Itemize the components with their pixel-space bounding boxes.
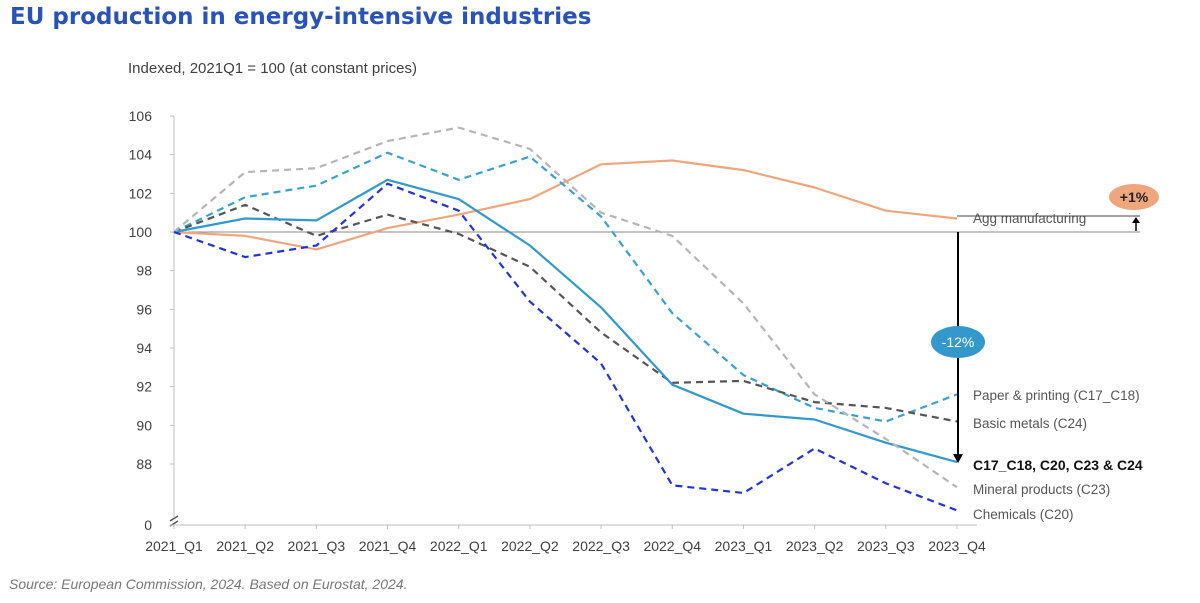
y-tick-label: 104 xyxy=(129,147,153,163)
y-tick-label: 106 xyxy=(129,108,153,124)
x-tick-label: 2021_Q2 xyxy=(216,538,274,554)
chart-subtitle: Indexed, 2021Q1 = 100 (at constant price… xyxy=(128,60,417,77)
series-label-3: C17_C18, C20, C23 & C24 xyxy=(973,457,1143,473)
y-tick-label: 100 xyxy=(129,224,153,240)
y-tick-label: 90 xyxy=(136,417,152,433)
y-tick-label: 0 xyxy=(144,517,152,533)
y-tick-label: 102 xyxy=(129,185,153,201)
badge-plus-1-label: +1% xyxy=(1120,189,1149,205)
series-line-1 xyxy=(173,151,958,423)
x-tick-label: 2022_Q4 xyxy=(643,538,701,554)
x-tick-label: 2023_Q2 xyxy=(786,538,844,554)
x-tick-label: 2022_Q1 xyxy=(430,538,488,554)
y-tick-label: 92 xyxy=(136,379,152,395)
x-tick-label: 2021_Q1 xyxy=(145,538,203,554)
x-tick-label: 2023_Q4 xyxy=(928,538,986,554)
x-tick-label: 2023_Q3 xyxy=(857,538,915,554)
series-label-5: Chemicals (C20) xyxy=(973,507,1074,522)
y-tick-label: 94 xyxy=(136,340,152,356)
drop-arrowhead xyxy=(953,454,963,464)
x-tick-label: 2023_Q1 xyxy=(715,538,773,554)
axis-break-mark xyxy=(169,515,179,522)
y-tick-label: 88 xyxy=(136,456,152,472)
x-tick-label: 2021_Q4 xyxy=(359,538,417,554)
series-line-5 xyxy=(173,182,958,512)
badge-minus-12-label: -12% xyxy=(942,334,975,350)
x-tick-label: 2021_Q3 xyxy=(288,538,346,554)
chart-title: EU production in energy-intensive indust… xyxy=(10,4,592,30)
series-label-1: Paper & printing (C17_C18) xyxy=(973,388,1140,403)
y-tick-label: 96 xyxy=(136,301,152,317)
y-tick-label: 98 xyxy=(136,263,152,279)
series-label-2: Basic metals (C24) xyxy=(973,416,1087,431)
x-tick-label: 2022_Q2 xyxy=(501,538,559,554)
series-line-4 xyxy=(173,126,958,489)
badge-plus-1 xyxy=(1109,184,1159,210)
x-tick-label: 2022_Q3 xyxy=(572,538,630,554)
rise-arrowhead xyxy=(1132,217,1140,223)
series-line-2 xyxy=(173,203,958,423)
series-label-4: Mineral products (C23) xyxy=(973,482,1110,497)
series-label-0: Agg manufacturing xyxy=(973,211,1086,226)
series-line-0 xyxy=(173,159,958,251)
source-note: Source: European Commission, 2024. Based… xyxy=(9,576,408,592)
badge-minus-12 xyxy=(931,326,985,358)
series-line-3 xyxy=(173,178,958,464)
